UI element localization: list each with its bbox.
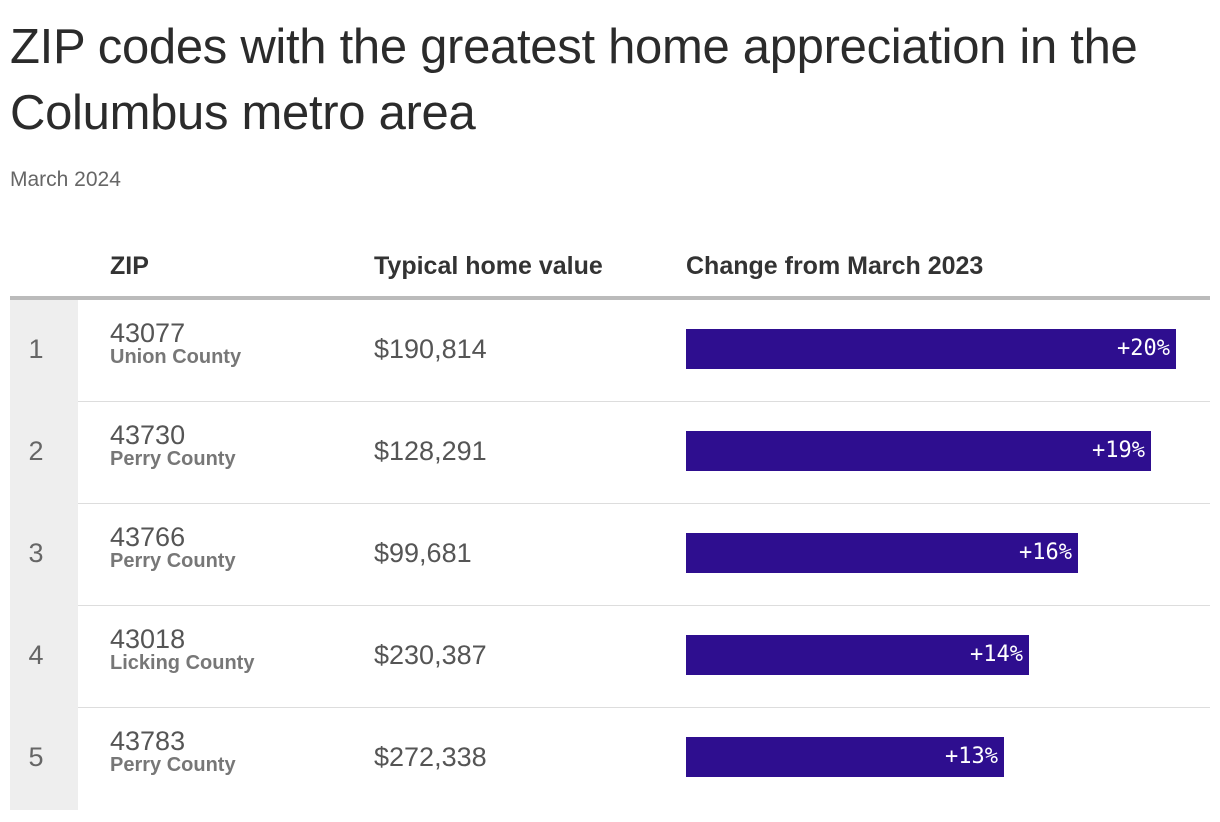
rank-cell: 1 [10,300,78,402]
rank-number: 1 [28,334,44,364]
change-bar-label: +16% [1019,540,1072,565]
change-bar-label: +19% [1092,438,1145,463]
county-name: Perry County [110,448,236,470]
rank-cell: 3 [10,504,78,606]
table-row: 3 43766 Perry County $99,681 +16% [10,504,1210,606]
header-home-value: Typical home value [374,252,603,280]
appreciation-table: ZIP Typical home value Change from March… [10,232,1210,812]
home-value: $230,387 [374,640,487,670]
change-bar: +19% [686,431,1151,471]
change-bar: +16% [686,533,1078,573]
zip-code: 43766 [110,522,186,552]
change-bar: +20% [686,329,1176,369]
county-name: Union County [110,346,242,368]
rank-number: 5 [28,742,44,772]
chart-subtitle: March 2024 [10,168,121,191]
rank-cell: 5 [10,708,78,810]
county-name: Perry County [110,754,236,776]
rank-number: 3 [28,538,44,568]
header-change: Change from March 2023 [686,252,984,280]
change-bar-track: +20% [686,329,1200,369]
zip-code: 43730 [110,420,186,450]
change-bar-track: +19% [686,431,1200,471]
rank-cell: 2 [10,402,78,504]
change-bar-track: +16% [686,533,1200,573]
table-row: 1 43077 Union County $190,814 +20% [10,300,1210,402]
table-row: 2 43730 Perry County $128,291 +19% [10,402,1210,504]
change-bar: +14% [686,635,1029,675]
table-row: 5 43783 Perry County $272,338 +13% [10,708,1210,810]
chart-title: ZIP codes with the greatest home appreci… [10,20,1138,140]
change-bar-track: +13% [686,737,1200,777]
home-value: $272,338 [374,742,487,772]
rank-number: 2 [28,436,44,466]
zip-code: 43077 [110,318,186,348]
home-value: $128,291 [374,436,487,466]
home-value: $190,814 [374,334,487,364]
county-name: Perry County [110,550,236,572]
zip-code: 43018 [110,624,186,654]
header-zip: ZIP [110,252,149,280]
table-row: 4 43018 Licking County $230,387 +14% [10,606,1210,708]
table-header-row: ZIP Typical home value Change from March… [10,232,1210,300]
rank-cell: 4 [10,606,78,708]
home-value: $99,681 [374,538,472,568]
change-bar: +13% [686,737,1004,777]
change-bar-label: +13% [945,744,998,769]
table-body: 1 43077 Union County $190,814 +20% 2 43730 Perr… [10,300,1210,810]
change-bar-label: +14% [970,642,1023,667]
county-name: Licking County [110,652,255,674]
change-bar-label: +20% [1117,336,1170,361]
zip-code: 43783 [110,726,186,756]
rank-number: 4 [28,640,44,670]
change-bar-track: +14% [686,635,1200,675]
